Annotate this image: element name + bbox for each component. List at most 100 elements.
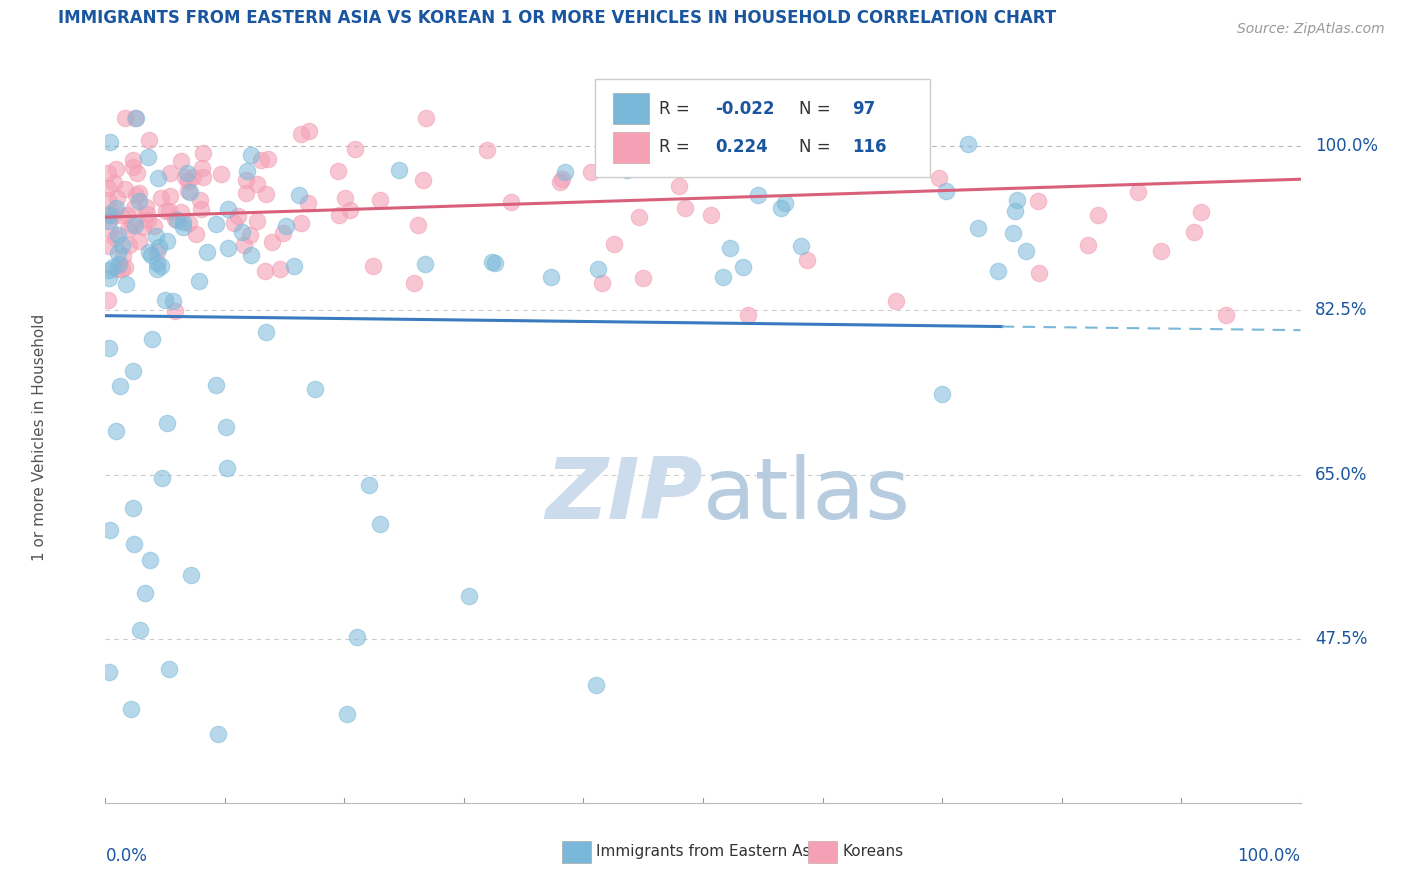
- Point: [97, 180, 120, 194]
- Point: [103, 208, 125, 222]
- Point: [217, 241, 239, 255]
- Point: [935, 184, 957, 198]
- Point: [114, 260, 136, 274]
- Point: [150, 191, 173, 205]
- Point: [217, 202, 239, 216]
- Point: [155, 204, 177, 219]
- Point: [150, 471, 173, 485]
- Point: [191, 146, 214, 161]
- Point: [101, 260, 124, 274]
- Point: [668, 179, 690, 194]
- Point: [162, 293, 184, 308]
- Point: [121, 218, 143, 232]
- Point: [139, 247, 162, 261]
- Text: 1 or more Vehicles in Household: 1 or more Vehicles in Household: [32, 313, 48, 561]
- Point: [122, 201, 145, 215]
- Point: [226, 209, 249, 223]
- Point: [1189, 204, 1212, 219]
- Point: [269, 262, 291, 277]
- Text: Source: ZipAtlas.com: Source: ZipAtlas.com: [1237, 22, 1385, 37]
- Point: [188, 193, 211, 207]
- Point: [579, 165, 602, 179]
- Point: [328, 208, 350, 222]
- Point: [591, 276, 613, 290]
- Text: R =: R =: [659, 100, 689, 118]
- Point: [98, 209, 121, 223]
- Point: [108, 378, 131, 392]
- Text: 82.5%: 82.5%: [1315, 301, 1368, 319]
- Point: [110, 209, 132, 223]
- Point: [179, 216, 201, 230]
- Point: [163, 304, 186, 318]
- Point: [967, 220, 990, 235]
- Point: [370, 517, 392, 532]
- Point: [276, 219, 298, 234]
- Point: [138, 133, 160, 147]
- Point: [603, 237, 626, 252]
- Point: [128, 194, 150, 208]
- Point: [326, 164, 349, 178]
- Point: [145, 245, 167, 260]
- Point: [122, 160, 145, 174]
- Text: 65.0%: 65.0%: [1315, 466, 1367, 483]
- Point: [987, 264, 1010, 278]
- Point: [170, 153, 193, 168]
- Point: [928, 170, 950, 185]
- Point: [139, 553, 162, 567]
- Point: [98, 665, 121, 679]
- Point: [550, 175, 572, 189]
- Point: [215, 420, 238, 434]
- Point: [408, 218, 430, 232]
- Point: [195, 244, 218, 259]
- Point: [104, 424, 127, 438]
- Text: 116: 116: [852, 138, 887, 156]
- Point: [157, 204, 180, 219]
- Point: [271, 227, 294, 241]
- Point: [115, 277, 138, 291]
- Point: [100, 223, 122, 237]
- Point: [128, 186, 150, 200]
- Point: [1028, 266, 1050, 280]
- Text: ZIP: ZIP: [546, 454, 703, 537]
- Point: [159, 166, 181, 180]
- Point: [136, 207, 159, 221]
- Point: [931, 387, 953, 401]
- Point: [339, 202, 361, 217]
- Point: [222, 216, 245, 230]
- Point: [187, 274, 209, 288]
- Point: [170, 204, 193, 219]
- Point: [156, 234, 179, 248]
- Point: [304, 382, 326, 396]
- Point: [111, 249, 134, 263]
- Point: [108, 257, 131, 271]
- Point: [98, 214, 121, 228]
- Point: [184, 227, 207, 242]
- Point: [733, 260, 755, 274]
- Point: [1005, 193, 1028, 207]
- Point: [180, 568, 202, 582]
- Point: [235, 173, 257, 187]
- Text: atlas: atlas: [703, 454, 911, 537]
- Point: [114, 181, 136, 195]
- Point: [143, 219, 166, 233]
- Point: [111, 237, 134, 252]
- Point: [1087, 208, 1109, 222]
- Point: [146, 170, 169, 185]
- Point: [413, 256, 436, 270]
- Point: [236, 164, 259, 178]
- Point: [1215, 308, 1237, 322]
- Point: [124, 112, 146, 126]
- Point: [586, 261, 609, 276]
- Point: [239, 227, 262, 242]
- Text: -0.022: -0.022: [716, 100, 775, 118]
- Point: [290, 216, 312, 230]
- Point: [179, 186, 201, 200]
- Point: [122, 153, 145, 167]
- Point: [209, 167, 232, 181]
- Point: [233, 238, 256, 252]
- Point: [172, 219, 194, 234]
- Point: [290, 127, 312, 141]
- Point: [153, 293, 176, 307]
- Point: [97, 293, 120, 308]
- Point: [1077, 238, 1099, 252]
